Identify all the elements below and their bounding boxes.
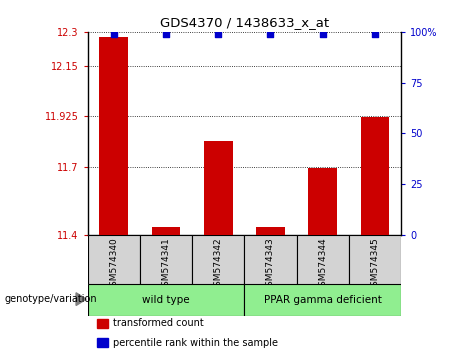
Bar — [99, 38, 128, 235]
Bar — [140, 235, 192, 284]
Text: GSM574341: GSM574341 — [161, 237, 171, 292]
Text: wild type: wild type — [142, 295, 190, 305]
Text: percentile rank within the sample: percentile rank within the sample — [112, 338, 278, 348]
Bar — [361, 118, 389, 235]
Text: GSM574344: GSM574344 — [318, 237, 327, 292]
Text: genotype/variation: genotype/variation — [5, 294, 97, 304]
Point — [110, 31, 118, 37]
Text: GSM574340: GSM574340 — [109, 237, 118, 292]
Point — [162, 31, 170, 37]
Text: GSM574343: GSM574343 — [266, 237, 275, 292]
Bar — [349, 235, 401, 284]
Bar — [152, 227, 180, 235]
Text: transformed count: transformed count — [112, 318, 203, 329]
Bar — [296, 235, 349, 284]
Bar — [244, 284, 401, 316]
Text: GSM574342: GSM574342 — [214, 237, 223, 292]
Bar — [97, 338, 108, 347]
Point — [267, 31, 274, 37]
Bar — [256, 227, 285, 235]
Text: GSM574345: GSM574345 — [371, 237, 379, 292]
Point — [319, 31, 326, 37]
Title: GDS4370 / 1438633_x_at: GDS4370 / 1438633_x_at — [160, 16, 329, 29]
Text: PPAR gamma deficient: PPAR gamma deficient — [264, 295, 382, 305]
Point — [371, 31, 378, 37]
Bar — [308, 168, 337, 235]
Bar — [204, 141, 232, 235]
Polygon shape — [76, 293, 86, 306]
Bar — [244, 235, 296, 284]
Bar — [88, 284, 244, 316]
Point — [214, 31, 222, 37]
Bar — [97, 319, 108, 328]
Bar — [192, 235, 244, 284]
Bar — [88, 235, 140, 284]
